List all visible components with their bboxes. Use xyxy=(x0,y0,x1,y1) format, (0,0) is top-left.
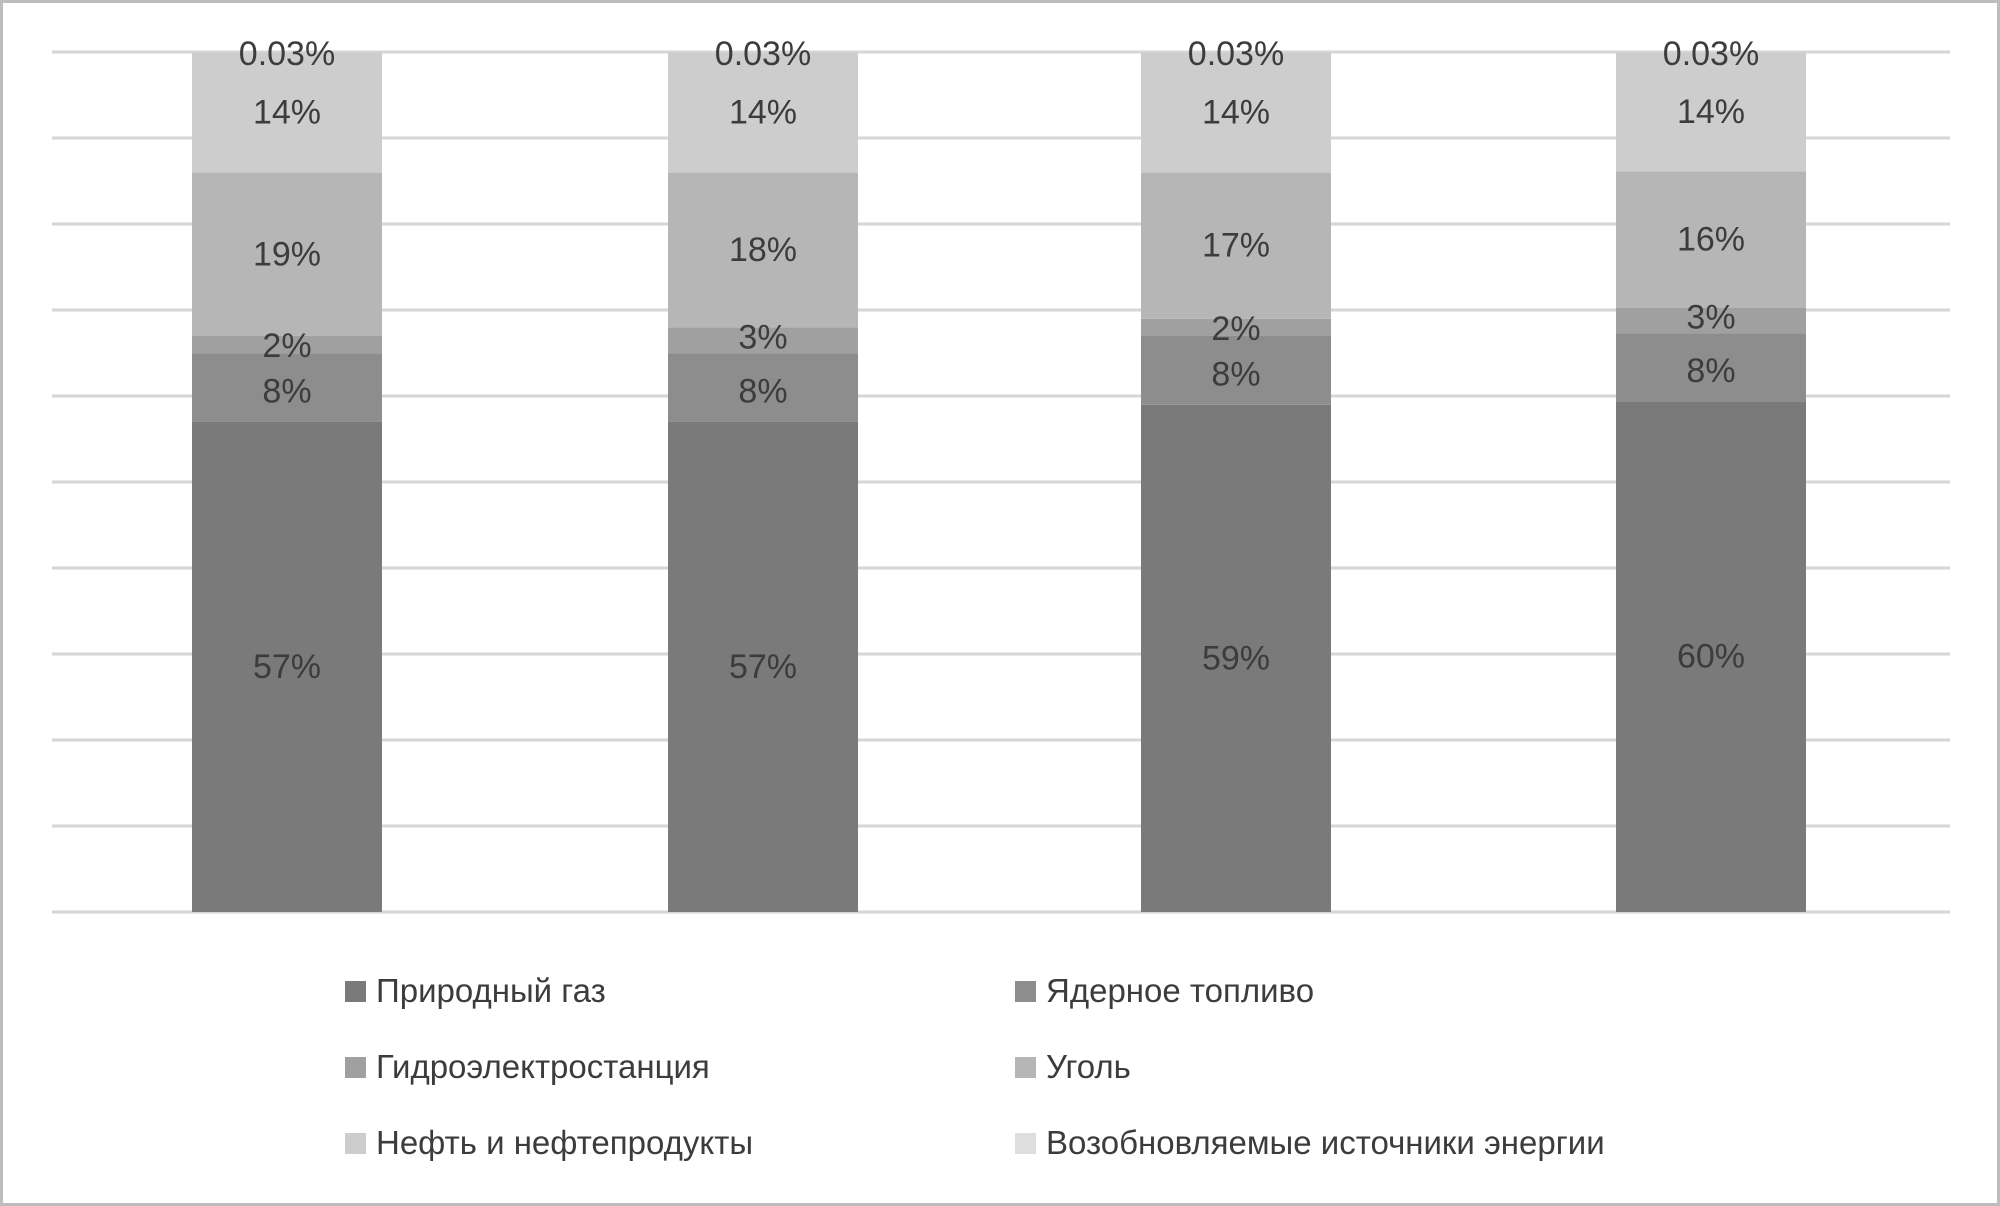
data-label: 2% xyxy=(262,327,311,365)
legend-item: Уголь xyxy=(1015,1046,1815,1088)
bar-segment xyxy=(192,172,382,336)
data-label: 8% xyxy=(262,373,311,411)
data-label: 16% xyxy=(1677,221,1745,259)
bar-segment xyxy=(1616,333,1806,402)
bar-segment xyxy=(1616,401,1806,912)
legend-item: Природный газ xyxy=(345,970,1015,1012)
data-label: 8% xyxy=(1211,355,1260,393)
legend-label: Природный газ xyxy=(376,972,606,1009)
data-label: 2% xyxy=(1211,310,1260,348)
legend-swatch xyxy=(345,1056,366,1078)
legend-label: Гидроэлектростанция xyxy=(376,1048,710,1085)
data-label: 60% xyxy=(1677,638,1745,676)
data-label: 8% xyxy=(738,373,787,411)
bar-segment xyxy=(1616,307,1806,334)
data-label: 57% xyxy=(729,648,797,686)
bar-segment xyxy=(192,353,382,422)
data-label: 14% xyxy=(729,93,797,131)
legend-swatch xyxy=(1015,1132,1036,1154)
bar-segment xyxy=(668,353,858,422)
legend-label: Ядерное топливо xyxy=(1046,972,1315,1009)
data-label: 18% xyxy=(729,231,797,269)
legend-item: Возобновляемые источники энергии xyxy=(1015,1122,1815,1164)
data-label: 3% xyxy=(1686,299,1735,337)
data-label: 17% xyxy=(1202,227,1270,265)
bar-segment xyxy=(1141,335,1331,405)
bar-segment xyxy=(1141,404,1331,912)
legend-swatch xyxy=(1015,980,1036,1002)
bar-segment xyxy=(1141,318,1331,336)
bar-segment xyxy=(1141,172,1331,319)
data-label: 0.03% xyxy=(1188,35,1284,73)
bar-segment xyxy=(1616,52,1806,172)
legend-item: Гидроэлектростанция xyxy=(345,1046,1015,1088)
legend-label: Возобновляемые источники энергии xyxy=(1046,1124,1605,1161)
bar-segment xyxy=(668,327,858,354)
bar-segment xyxy=(668,421,858,912)
bar-segment xyxy=(1141,52,1331,173)
bar-segment xyxy=(1616,171,1806,308)
legend-item: Нефть и нефтепродукты xyxy=(345,1122,1015,1164)
data-label: 14% xyxy=(1677,93,1745,131)
bar-segment xyxy=(192,421,382,912)
data-label: 0.03% xyxy=(1663,35,1759,73)
data-label: 14% xyxy=(1202,93,1270,131)
data-label: 57% xyxy=(253,648,321,686)
data-label: 3% xyxy=(738,318,787,356)
bar-segment xyxy=(192,335,382,354)
data-label: 8% xyxy=(1686,352,1735,390)
data-label: 59% xyxy=(1202,639,1270,677)
chart-legend: Природный газ Ядерное топливо Гидроэлектро… xyxy=(345,970,1845,1164)
legend-swatch xyxy=(345,980,366,1002)
legend-label: Уголь xyxy=(1046,1048,1131,1085)
data-label: 0.03% xyxy=(239,35,335,73)
bar-segment xyxy=(192,52,382,173)
data-label: 14% xyxy=(253,93,321,131)
legend-label: Нефть и нефтепродукты xyxy=(376,1124,754,1161)
data-label: 0.03% xyxy=(715,35,811,73)
bar-segment xyxy=(668,172,858,328)
legend-swatch xyxy=(1015,1056,1036,1078)
data-label: 19% xyxy=(253,235,321,273)
legend-item: Ядерное топливо xyxy=(1015,970,1815,1012)
bar-segment xyxy=(668,52,858,173)
legend-swatch xyxy=(345,1132,366,1154)
